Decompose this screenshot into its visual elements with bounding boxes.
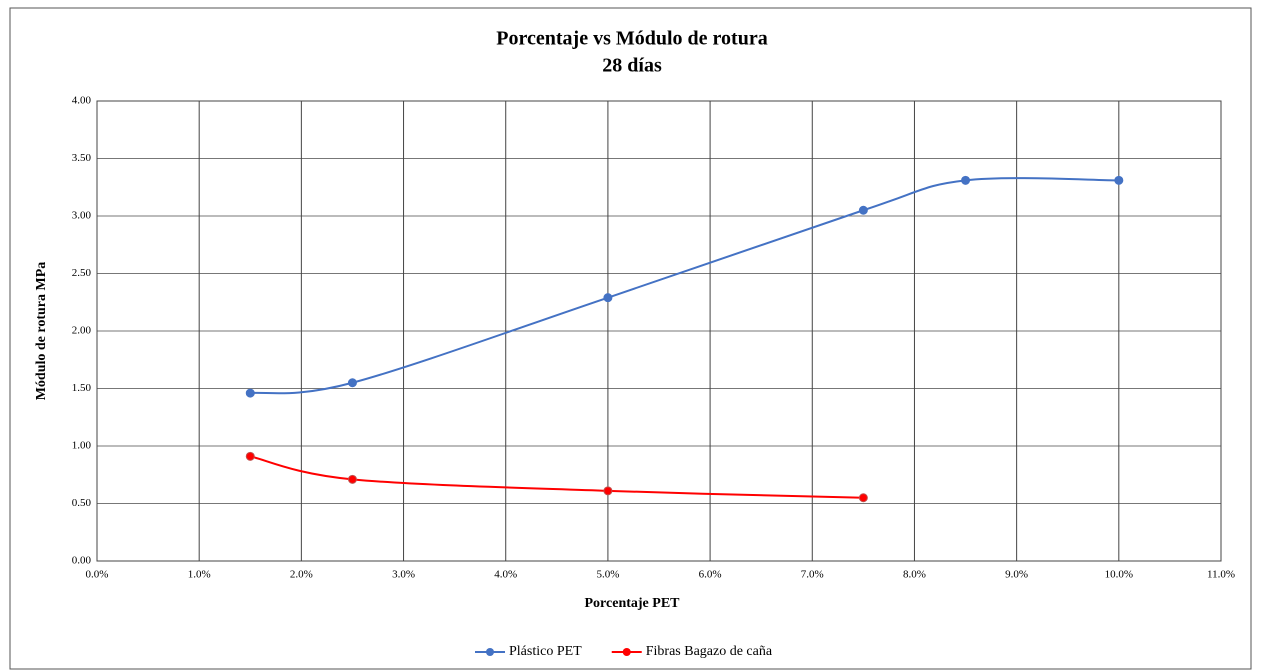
y-tick-label: 1.50: [72, 382, 92, 394]
x-tick-label: 10.0%: [1105, 569, 1133, 581]
y-tick-label: 3.00: [72, 210, 92, 222]
data-point: [245, 388, 255, 398]
x-tick-label: 8.0%: [903, 569, 926, 581]
data-point: [245, 451, 255, 461]
x-tick-label: 9.0%: [1005, 569, 1028, 581]
x-tick-label: 1.0%: [188, 569, 211, 581]
series-line: [250, 455, 864, 499]
legend-label: Plástico PET: [509, 644, 582, 659]
legend-marker: [622, 648, 631, 656]
x-tick-label: 0.0%: [86, 569, 109, 581]
legend-label: Fibras Bagazo de caña: [646, 644, 773, 659]
data-point: [858, 205, 868, 215]
chart-title: Porcentaje vs Módulo de rotura: [496, 28, 767, 50]
legend-marker: [486, 648, 494, 656]
data-point: [961, 175, 971, 185]
y-tick-label: 1.00: [72, 440, 92, 452]
chart-subtitle: 28 días: [602, 55, 662, 77]
x-tick-label: 5.0%: [596, 569, 619, 581]
data-point: [603, 486, 613, 496]
y-tick-label: 0.50: [72, 497, 92, 509]
y-tick-label: 4.00: [72, 95, 92, 107]
chart-border: [9, 7, 1252, 670]
data-point: [603, 293, 613, 303]
data-point: [347, 474, 357, 484]
data-point: [347, 378, 357, 388]
x-tick-label: 3.0%: [392, 569, 415, 581]
x-tick-label: 4.0%: [494, 569, 517, 581]
x-axis-label: Porcentaje PET: [585, 596, 681, 611]
y-tick-label: 2.50: [72, 267, 92, 279]
y-tick-label: 2.00: [72, 325, 92, 337]
y-tick-label: 3.50: [72, 152, 92, 164]
x-tick-label: 6.0%: [699, 569, 722, 581]
y-tick-label: 0.00: [72, 555, 92, 567]
data-point: [858, 493, 868, 503]
x-tick-label: 11.0%: [1207, 569, 1235, 581]
x-tick-label: 7.0%: [801, 569, 824, 581]
plot-border: [96, 100, 1222, 562]
x-tick-label: 2.0%: [290, 569, 313, 581]
y-axis-label: Módulo de rotura MPa: [34, 262, 49, 401]
data-point: [1114, 175, 1124, 185]
